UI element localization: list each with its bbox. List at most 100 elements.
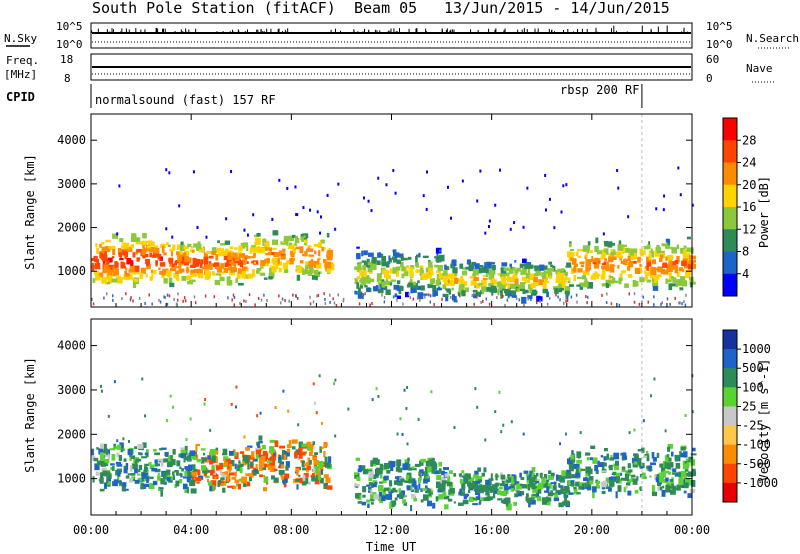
echo-cell [384, 487, 390, 491]
echo-cell [247, 463, 250, 470]
echo-cell [159, 300, 162, 304]
echo-cell [650, 462, 656, 466]
echo-cell [259, 247, 266, 254]
echo-cell [181, 449, 187, 454]
echo-cell [436, 475, 442, 481]
echo-cell [488, 219, 491, 223]
echo-cell [588, 476, 594, 482]
echo-cell [109, 448, 116, 451]
echo-cell [404, 271, 409, 277]
echo-cell [651, 251, 654, 258]
echo-cell [495, 473, 498, 481]
echo-cell [447, 475, 451, 483]
echo-cell [100, 389, 103, 393]
echo-cell [669, 479, 674, 483]
echo-cell [195, 481, 199, 484]
echo-cell [670, 463, 674, 471]
echo-cell [448, 290, 452, 295]
echo-cell [676, 271, 680, 277]
echo-cell [434, 256, 440, 259]
echo-cell [282, 248, 285, 254]
echo-cell [103, 296, 105, 300]
echo-cell [473, 485, 480, 492]
echo-cell [594, 271, 597, 274]
echo-cell [269, 446, 275, 453]
echo-cell [404, 291, 410, 298]
echo-cell [545, 272, 549, 276]
echo-cell [363, 250, 368, 256]
echo-cell [327, 267, 332, 274]
echo-cell [383, 296, 386, 300]
echo-cell [685, 293, 687, 297]
echo-cell [110, 466, 114, 471]
echo-cell [280, 301, 282, 305]
echo-cell [571, 482, 575, 487]
echo-cell [278, 294, 280, 298]
echo-cell [378, 491, 383, 496]
echo-cell [454, 277, 459, 284]
echo-cell [450, 295, 452, 299]
echo-cell [189, 417, 192, 421]
echo-cell [136, 248, 142, 253]
echo-cell [615, 480, 620, 484]
echo-cell [242, 481, 247, 487]
echo-cell [169, 394, 172, 398]
echo-cell [148, 293, 150, 297]
echo-cell [487, 225, 490, 229]
echo-cell [545, 208, 548, 212]
echo-cell [263, 277, 268, 280]
echo-cell [219, 276, 225, 282]
echo-cell [359, 284, 364, 289]
echo-cell [315, 470, 322, 476]
echo-cell [302, 474, 306, 482]
echo-cell [396, 464, 400, 472]
echo-cell [579, 261, 585, 265]
echo-cell [354, 290, 358, 295]
echo-cell [172, 448, 176, 455]
echo-cell [361, 277, 367, 281]
echo-cell [320, 239, 325, 244]
echo-cell [367, 265, 373, 273]
echo-cell [190, 454, 197, 459]
echo-cell [326, 193, 329, 197]
echo-cell [480, 497, 486, 501]
echo-cell [587, 241, 591, 246]
echo-cell [105, 246, 111, 253]
echo-cell [493, 492, 496, 499]
echo-cell [453, 501, 456, 504]
echo-cell [153, 252, 159, 258]
echo-cell [183, 246, 190, 249]
echo-cell [139, 452, 143, 456]
y-tick-label: 3000 [57, 177, 86, 191]
freq-left-label-2: [MHz] [4, 68, 37, 81]
echo-cell [472, 497, 478, 500]
echo-cell [522, 225, 525, 229]
echo-cell [684, 303, 687, 307]
echo-cell [300, 236, 305, 242]
echo-cell [305, 233, 309, 239]
echo-cell [200, 259, 204, 265]
echo-cell [144, 452, 148, 456]
echo-cell [207, 470, 212, 473]
echo-cell [502, 294, 504, 298]
echo-cell [667, 255, 674, 261]
echo-cell [305, 261, 309, 265]
echo-cell [384, 494, 389, 500]
echo-cell [358, 465, 362, 472]
echo-cell [187, 243, 192, 248]
echo-cell [409, 271, 414, 278]
echo-cell [531, 473, 536, 479]
echo-cell [568, 243, 572, 248]
echo-cell [224, 248, 229, 255]
echo-cell [112, 298, 114, 302]
echo-cell [107, 471, 111, 475]
y-tick-label: 2000 [57, 427, 86, 441]
echo-cell [521, 267, 527, 275]
echo-cell [377, 288, 384, 294]
echo-cell [412, 297, 415, 301]
echo-cell [313, 243, 320, 247]
echo-cell [317, 258, 320, 262]
beam-label: Beam 05 [354, 0, 417, 17]
echo-cell [668, 260, 673, 266]
echo-cell [141, 240, 147, 247]
